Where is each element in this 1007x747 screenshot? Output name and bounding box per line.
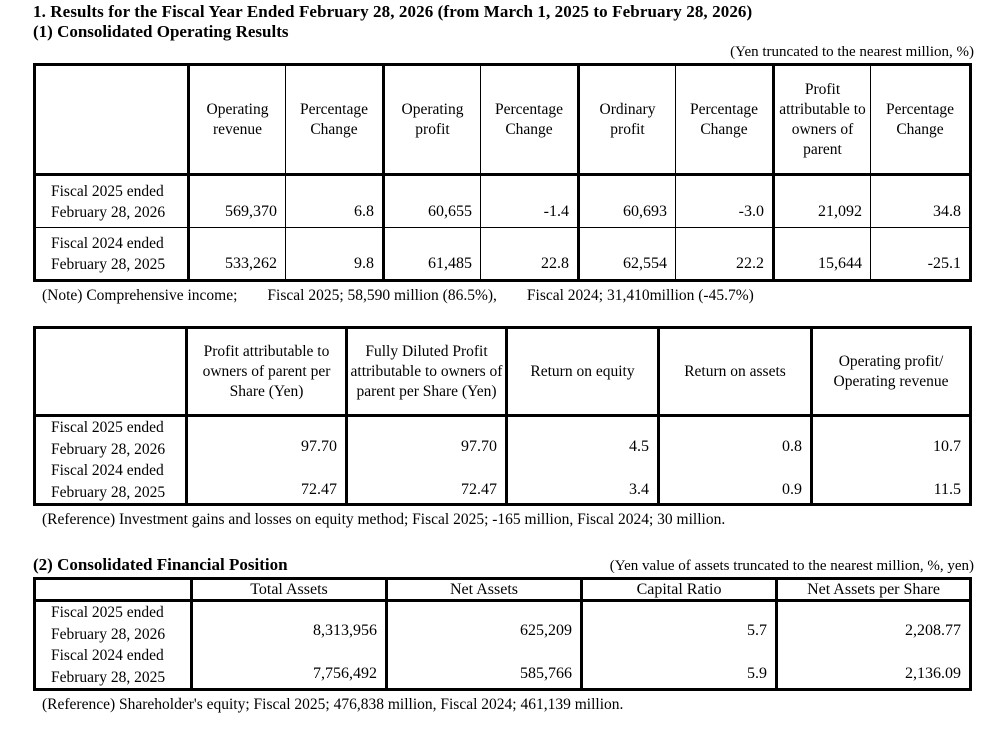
column-header-profit-attributable: Profit attributable to owners of parent [772, 64, 871, 176]
corner-cell [34, 64, 189, 176]
table-row-fiscal-2024: Fiscal 2024 ended February 28, 2025 533,… [34, 227, 971, 281]
data-cell: 7,756,492 [190, 645, 388, 690]
data-cell: 11.5 [810, 460, 972, 505]
column-header-total-assets: Total Assets [190, 578, 388, 602]
column-header-percentage-change-4: Percentage Change [870, 64, 971, 176]
data-cell: 62,554 [577, 227, 676, 281]
data-cell: 9.8 [285, 227, 384, 281]
data-cell: 5.7 [580, 600, 778, 645]
data-cell: -25.1 [870, 227, 971, 281]
row-label-line1: Fiscal 2024 ended [51, 647, 164, 664]
financial-position-header-row: Total Assets Net Assets Capital Ratio Ne… [33, 578, 972, 602]
row-label: Fiscal 2025 ended February 28, 2026 [33, 415, 188, 460]
row-label: Fiscal 2025 ended February 28, 2026 [34, 174, 189, 228]
data-cell: 533,262 [187, 227, 286, 281]
column-header-operating-margin: Operating profit/ Operating revenue [810, 327, 972, 417]
column-header-net-assets: Net Assets [385, 578, 583, 602]
column-header-ordinary-profit: Ordinary profit [577, 64, 676, 176]
data-cell: 3.4 [505, 460, 660, 505]
data-cell: 61,485 [382, 227, 481, 281]
row-label-line1: Fiscal 2024 ended [51, 462, 164, 479]
column-header-return-on-assets: Return on assets [657, 327, 813, 417]
table-row-fiscal-2025: Fiscal 2025 ended February 28, 2026 569,… [34, 174, 971, 228]
data-cell: 625,209 [385, 600, 583, 645]
data-cell: 21,092 [772, 174, 871, 228]
financial-position-heading-row: (2) Consolidated Financial Position (Yen… [33, 555, 974, 575]
note-fiscal-2024: Fiscal 2024; 31,410million (-45.7%) [526, 287, 754, 304]
row-label-line2: February 28, 2026 [51, 203, 166, 221]
table-row-fiscal-2024: Fiscal 2024 ended February 28, 2025 72.4… [33, 460, 972, 505]
column-header-return-on-equity: Return on equity [505, 327, 660, 417]
note-label: (Note) Comprehensive income; [42, 287, 238, 304]
row-label-line2: February 28, 2025 [51, 668, 166, 686]
row-label: Fiscal 2025 ended February 28, 2026 [33, 600, 193, 645]
data-cell: -3.0 [675, 174, 774, 228]
data-cell: 97.70 [185, 415, 348, 460]
operating-results-table: Operating revenue Percentage Change Oper… [33, 63, 972, 282]
row-label-line1: Fiscal 2025 ended [51, 419, 164, 436]
column-header-diluted-eps: Fully Diluted Profit attributable to own… [345, 327, 508, 417]
per-share-indicators-table: Profit attributable to owners of parent … [33, 326, 972, 506]
data-cell: 72.47 [185, 460, 348, 505]
data-cell: 97.70 [345, 415, 508, 460]
data-cell: -1.4 [480, 174, 579, 228]
data-cell: 2,136.09 [775, 645, 972, 690]
data-cell: 60,693 [577, 174, 676, 228]
data-cell: 60,655 [382, 174, 481, 228]
report-sheet: 1. Results for the Fiscal Year Ended Feb… [33, 0, 974, 715]
per-share-header-row: Profit attributable to owners of parent … [33, 327, 972, 417]
shareholders-equity-reference-note: (Reference) Shareholder's equity; Fiscal… [42, 696, 624, 713]
column-header-percentage-change-2: Percentage Change [480, 64, 579, 176]
data-cell: 22.2 [675, 227, 774, 281]
financial-position-table: Total Assets Net Assets Capital Ratio Ne… [33, 577, 972, 691]
table-row-fiscal-2025: Fiscal 2025 ended February 28, 2026 97.7… [33, 415, 972, 460]
row-label-line1: Fiscal 2024 ended [51, 234, 164, 252]
data-cell: 0.8 [657, 415, 813, 460]
data-cell: 15,644 [772, 227, 871, 281]
data-cell: 2,208.77 [775, 600, 972, 645]
note-fiscal-2025: Fiscal 2025; 58,590 million (86.5%), [267, 287, 497, 304]
data-cell: 585,766 [385, 645, 583, 690]
section-title-financial-position: (2) Consolidated Financial Position [33, 555, 288, 574]
data-cell: 0.9 [657, 460, 813, 505]
data-cell: 569,370 [187, 174, 286, 228]
table-row-fiscal-2024: Fiscal 2024 ended February 28, 2025 7,75… [33, 645, 972, 690]
operating-results-header-row: Operating revenue Percentage Change Oper… [34, 64, 971, 176]
row-label-line1: Fiscal 2025 ended [51, 604, 164, 621]
data-cell: 5.9 [580, 645, 778, 690]
row-label-line1: Fiscal 2025 ended [51, 182, 164, 200]
row-label: Fiscal 2024 ended February 28, 2025 [34, 227, 189, 281]
data-cell: 72.47 [345, 460, 508, 505]
page-subtitle: (1) Consolidated Operating Results [33, 22, 289, 41]
corner-cell [33, 578, 193, 602]
data-cell: 4.5 [505, 415, 660, 460]
column-header-percentage-change-1: Percentage Change [285, 64, 384, 176]
table-row-fiscal-2025: Fiscal 2025 ended February 28, 2026 8,31… [33, 600, 972, 645]
row-label-line2: February 28, 2026 [51, 440, 166, 458]
data-cell: 6.8 [285, 174, 384, 228]
row-label-line2: February 28, 2025 [51, 255, 166, 273]
column-header-eps: Profit attributable to owners of parent … [185, 327, 348, 417]
column-header-operating-profit: Operating profit [382, 64, 481, 176]
row-label-line2: February 28, 2026 [51, 625, 166, 643]
row-label: Fiscal 2024 ended February 28, 2025 [33, 645, 193, 690]
column-header-percentage-change-3: Percentage Change [675, 64, 774, 176]
row-label: Fiscal 2024 ended February 28, 2025 [33, 460, 188, 505]
column-header-net-assets-per-share: Net Assets per Share [775, 578, 972, 602]
row-label-line2: February 28, 2025 [51, 483, 166, 501]
corner-cell [33, 327, 188, 417]
data-cell: 8,313,956 [190, 600, 388, 645]
comprehensive-income-note: (Note) Comprehensive income; Fiscal 2025;… [33, 285, 974, 306]
unit-note-operating-results: (Yen truncated to the nearest million, %… [730, 44, 974, 60]
data-cell: 22.8 [480, 227, 579, 281]
equity-method-reference-note: (Reference) Investment gains and losses … [42, 511, 726, 528]
unit-note-financial-position: (Yen value of assets truncated to the ne… [609, 558, 974, 574]
column-header-operating-revenue: Operating revenue [187, 64, 286, 176]
column-header-capital-ratio: Capital Ratio [580, 578, 778, 602]
data-cell: 10.7 [810, 415, 972, 460]
data-cell: 34.8 [870, 174, 971, 228]
page-title: 1. Results for the Fiscal Year Ended Feb… [33, 2, 753, 21]
